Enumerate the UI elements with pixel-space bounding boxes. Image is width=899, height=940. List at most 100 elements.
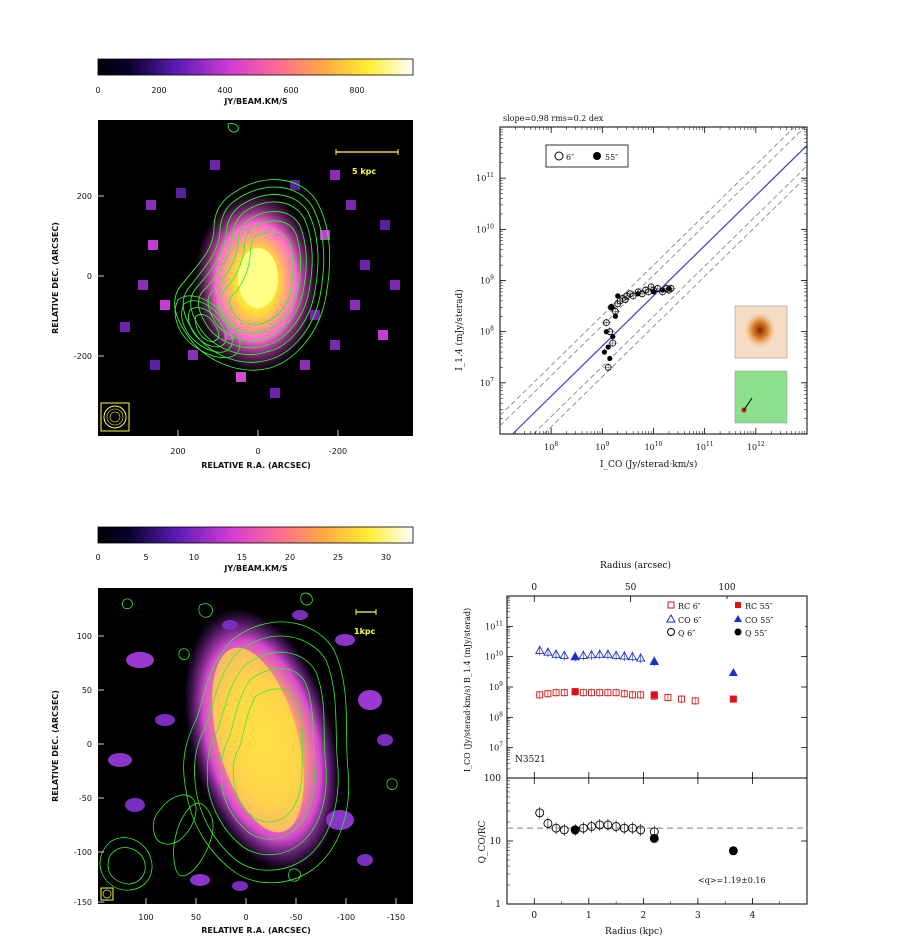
- co-6arcsec-point: [559, 650, 570, 659]
- q-6arcsec-point: [587, 822, 596, 831]
- radial-profile-plot: Radius (arcsec) Radius (kpc) I_CO (Jy/st…: [463, 560, 808, 937]
- galaxy-label: N3521: [515, 755, 546, 765]
- x-tick: 50: [191, 913, 201, 922]
- rc-6arcsec-point: [596, 689, 604, 697]
- q-6arcsec-point: [636, 825, 646, 835]
- rc-55arcsec-point: [571, 688, 579, 696]
- x-tick-label: 3: [695, 911, 701, 921]
- y-tick-label: 1011: [485, 620, 503, 631]
- x-axis-label: Radius (kpc): [605, 926, 663, 937]
- rc-6arcsec-point: [637, 691, 645, 699]
- data-point-55arcsec: [607, 355, 613, 362]
- x-tick: 200: [170, 447, 185, 456]
- scatter-band-line: [543, 175, 808, 435]
- x-tick-label: 1012: [747, 441, 765, 452]
- legend-marker-filled: [593, 152, 601, 160]
- x-tick-label: 109: [595, 441, 609, 452]
- legend-label: Q 55″: [745, 629, 767, 638]
- image-emission: [120, 160, 400, 398]
- cbar-tick: 400: [217, 86, 232, 95]
- green-contours: [174, 123, 331, 371]
- co-6arcsec-point: [611, 650, 621, 659]
- cbar-tick: 0: [95, 553, 100, 562]
- data-point-55arcsec: [610, 334, 616, 340]
- y-tick: -150: [74, 898, 92, 907]
- bl-ticks: [98, 635, 397, 904]
- y-axis-label: I_CO (Jy/sterad·km/s) B_1.4 (mJy/sterad): [463, 608, 472, 772]
- x-tick: 0: [255, 447, 260, 456]
- co-6arcsec-point: [578, 650, 589, 659]
- data-point-6arcsec: [647, 283, 655, 291]
- x-tick: 0: [243, 913, 248, 922]
- inset-co-arrow: [743, 397, 753, 411]
- y-tick: -100: [74, 848, 92, 857]
- q-tick-label: 100: [484, 774, 501, 784]
- co-6arcsec-point: [551, 649, 561, 658]
- legend-marker: [734, 628, 742, 636]
- cbar-tick: 10: [189, 553, 199, 562]
- beam: [100, 887, 114, 901]
- q-mean-label: <q>=1.19±0.16: [698, 876, 766, 885]
- rc-6arcsec-point: [612, 689, 620, 697]
- rc-6arcsec-point: [664, 694, 672, 701]
- x-tick: -200: [329, 447, 347, 456]
- rc-6arcsec-point: [560, 689, 568, 697]
- cbar-tick: 600: [283, 86, 298, 95]
- q-6arcsec-point: [559, 825, 569, 835]
- x-axis-label: RELATIVE R.A. (ARCSEC): [201, 926, 310, 935]
- inset-co: [734, 370, 788, 424]
- tl-ticks: [98, 195, 339, 436]
- x-axis-label: RELATIVE R.A. (ARCSEC): [201, 461, 310, 470]
- co-6arcsec-point: [543, 647, 553, 656]
- fit-line: [512, 144, 808, 435]
- q-6arcsec-point: [551, 823, 561, 833]
- data-point-6arcsec: [607, 303, 615, 311]
- q-55arcsec-point: [649, 833, 659, 843]
- rc-6arcsec-point: [536, 691, 544, 699]
- data-point-55arcsec: [612, 313, 618, 319]
- data-point-55arcsec: [615, 293, 621, 299]
- data-point-6arcsec: [604, 364, 612, 371]
- data-point-55arcsec: [650, 289, 657, 295]
- y-tick-label: 107: [489, 742, 503, 753]
- cbar-label: JY/BEAM.KM/S: [223, 564, 288, 573]
- data-point-55arcsec: [601, 349, 608, 355]
- x-tick-label: 4: [750, 911, 756, 921]
- x-tick: -150: [387, 913, 405, 922]
- cbar-tick: 0: [95, 86, 100, 95]
- plot-title: slope=0.98 rms=0.2 dex: [503, 114, 604, 123]
- data-point-55arcsec: [608, 304, 614, 310]
- bottom-left-panel: 0 5 10 15 20 25 30 JY/BEAM.KM/S: [51, 526, 414, 935]
- data-point-55arcsec: [666, 285, 672, 292]
- legend-label: CO 55″: [745, 616, 773, 625]
- rc-6arcsec-point: [691, 697, 699, 705]
- x2-tick-label: 50: [625, 583, 637, 593]
- rc-6arcsec-point: [588, 689, 595, 697]
- x-tick: -100: [337, 913, 355, 922]
- co-55arcsec-point: [649, 656, 659, 665]
- x2-tick-label: 100: [718, 583, 735, 593]
- rc-6arcsec-point: [544, 690, 552, 698]
- x2-tick-label: 0: [531, 583, 537, 593]
- q-6arcsec-point: [535, 808, 545, 818]
- q-tick-label: 1: [495, 900, 501, 910]
- profile-content: 0 1 2 3 4 0 50 100 107 108 109 1010 1011 1 10 100: [484, 583, 807, 921]
- legend-marker-open: [554, 151, 564, 161]
- data-point-6arcsec: [602, 319, 610, 327]
- legend: RC 6″ RC 55″ CO 6″ CO 55″ Q 6″ Q 55″: [665, 599, 805, 651]
- data-point-6arcsec: [609, 339, 617, 347]
- cbar-tick: 800: [349, 86, 364, 95]
- data-point-55arcsec: [635, 291, 641, 297]
- x-tick-label: 108: [544, 441, 558, 452]
- y-tick-label: 1010: [485, 651, 503, 662]
- rc-6arcsec-point: [579, 689, 587, 697]
- y-tick-label: 108: [489, 711, 503, 722]
- scale-label: 1kpc: [354, 627, 376, 636]
- legend-label: RC 55″: [745, 602, 773, 611]
- correlation-plot: slope=0.98 rms=0.2 dex 108 109 1010 1011 101…: [454, 114, 808, 470]
- q-55arcsec-point: [570, 825, 580, 835]
- y-axis-label: RELATIVE DEC. (ARCSEC): [51, 222, 60, 334]
- legend: 6″ 55″: [545, 144, 629, 168]
- legend-marker: [735, 602, 741, 608]
- legend-label: Q 6″: [678, 629, 695, 638]
